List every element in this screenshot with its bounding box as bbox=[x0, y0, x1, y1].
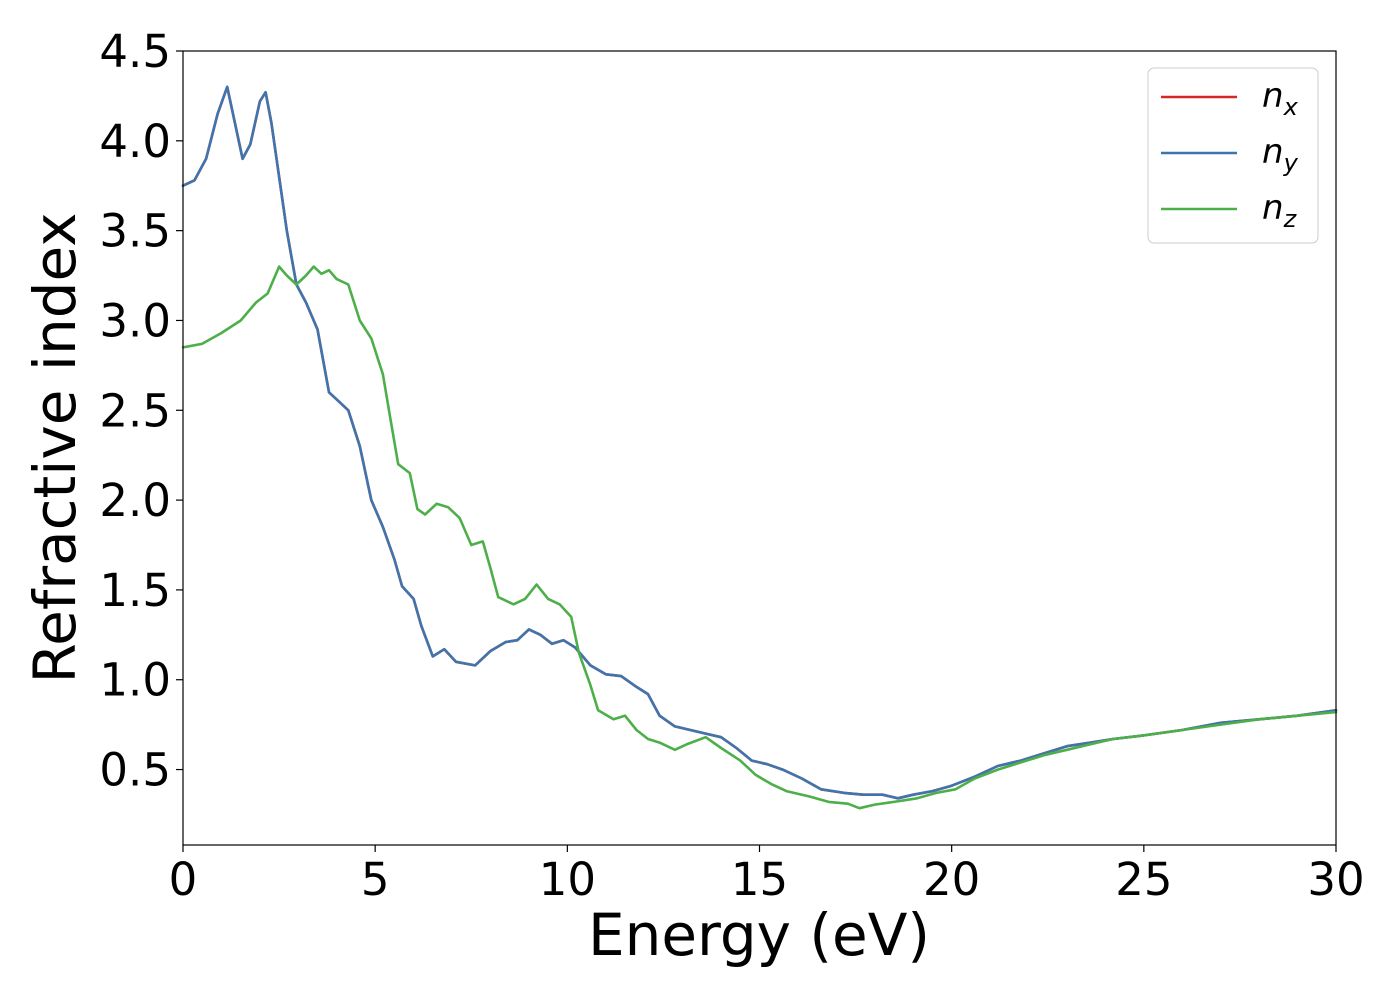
y-axis-label: Refractive index bbox=[21, 212, 89, 683]
legend-label-z: nz bbox=[1262, 188, 1298, 233]
legend: nx ny nz bbox=[1147, 67, 1319, 244]
y-tick-label: 3.5 bbox=[99, 205, 171, 258]
x-ticks: 0 5 10 15 20 25 30 bbox=[169, 845, 1365, 906]
x-tick-label: 10 bbox=[539, 853, 596, 906]
series-layer bbox=[181, 85, 1338, 810]
y-tick-label: 3.0 bbox=[99, 294, 171, 347]
series-line-z bbox=[181, 265, 1338, 810]
legend-box bbox=[1147, 67, 1319, 244]
y-ticks: 0.5 1.0 1.5 2.0 2.5 3.0 3.5 4.0 4.5 bbox=[99, 25, 183, 797]
legend-label-y: ny bbox=[1262, 132, 1299, 177]
x-tick-label: 15 bbox=[731, 853, 788, 906]
x-tick-label: 30 bbox=[1307, 853, 1364, 906]
y-tick-label: 2.5 bbox=[99, 384, 171, 437]
x-tick-label: 25 bbox=[1115, 853, 1172, 906]
x-tick-label: 0 bbox=[169, 853, 198, 906]
y-tick-label: 1.0 bbox=[99, 654, 171, 707]
y-tick-label: 4.5 bbox=[99, 25, 171, 78]
x-axis-label: Energy (eV) bbox=[588, 901, 930, 969]
y-tick-label: 0.5 bbox=[99, 744, 171, 797]
x-tick-label: 5 bbox=[361, 853, 390, 906]
y-tick-label: 1.5 bbox=[99, 564, 171, 617]
legend-label-x: nx bbox=[1262, 76, 1299, 121]
y-tick-label: 2.0 bbox=[99, 474, 171, 527]
x-tick-label: 20 bbox=[923, 853, 980, 906]
series-line-y bbox=[181, 85, 1338, 800]
y-tick-label: 4.0 bbox=[99, 115, 171, 168]
